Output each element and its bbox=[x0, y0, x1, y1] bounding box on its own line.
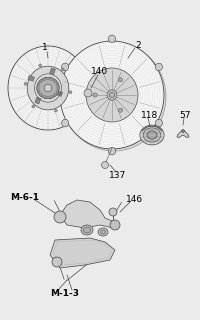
Ellipse shape bbox=[108, 148, 115, 155]
Circle shape bbox=[39, 93, 42, 96]
Circle shape bbox=[37, 90, 40, 93]
Polygon shape bbox=[176, 131, 188, 138]
Ellipse shape bbox=[100, 230, 105, 234]
Text: 140: 140 bbox=[91, 68, 108, 76]
Text: M-6-1: M-6-1 bbox=[10, 194, 39, 203]
Circle shape bbox=[50, 95, 53, 98]
Circle shape bbox=[39, 80, 42, 83]
Bar bbox=[49, 68, 55, 75]
Circle shape bbox=[52, 257, 62, 267]
Circle shape bbox=[54, 211, 66, 223]
Circle shape bbox=[118, 78, 122, 82]
Bar bbox=[56, 91, 62, 96]
Circle shape bbox=[36, 87, 39, 89]
Circle shape bbox=[56, 83, 58, 86]
Circle shape bbox=[108, 208, 116, 216]
Ellipse shape bbox=[44, 84, 52, 92]
Circle shape bbox=[69, 91, 72, 93]
Ellipse shape bbox=[154, 63, 162, 71]
Text: 146: 146 bbox=[126, 196, 143, 204]
Polygon shape bbox=[50, 238, 114, 268]
Circle shape bbox=[54, 80, 56, 83]
Ellipse shape bbox=[109, 92, 114, 98]
Circle shape bbox=[24, 83, 27, 85]
Ellipse shape bbox=[81, 225, 93, 235]
Ellipse shape bbox=[37, 77, 59, 99]
Text: 137: 137 bbox=[109, 171, 126, 180]
Circle shape bbox=[46, 96, 49, 99]
Ellipse shape bbox=[27, 66, 68, 110]
Circle shape bbox=[54, 109, 57, 112]
Circle shape bbox=[43, 78, 45, 81]
Circle shape bbox=[61, 68, 64, 71]
Circle shape bbox=[101, 162, 108, 169]
Circle shape bbox=[39, 64, 41, 67]
Circle shape bbox=[56, 90, 58, 93]
Bar bbox=[28, 76, 34, 81]
Circle shape bbox=[181, 130, 183, 132]
Text: 2: 2 bbox=[135, 41, 140, 50]
Text: M-1-3: M-1-3 bbox=[50, 289, 79, 298]
Ellipse shape bbox=[108, 35, 115, 43]
Ellipse shape bbox=[107, 90, 116, 100]
Ellipse shape bbox=[86, 68, 137, 122]
Polygon shape bbox=[60, 200, 116, 228]
Circle shape bbox=[109, 220, 119, 230]
Circle shape bbox=[118, 108, 122, 112]
Ellipse shape bbox=[146, 131, 156, 139]
Ellipse shape bbox=[61, 119, 68, 127]
Ellipse shape bbox=[142, 128, 160, 142]
Ellipse shape bbox=[98, 228, 107, 236]
Ellipse shape bbox=[62, 43, 165, 151]
Circle shape bbox=[43, 95, 45, 98]
Circle shape bbox=[32, 105, 35, 108]
Ellipse shape bbox=[83, 227, 90, 233]
Text: 1: 1 bbox=[42, 44, 48, 52]
Circle shape bbox=[50, 78, 53, 81]
Ellipse shape bbox=[60, 41, 163, 149]
Circle shape bbox=[37, 83, 40, 86]
Bar bbox=[35, 97, 41, 104]
Ellipse shape bbox=[154, 119, 162, 127]
Ellipse shape bbox=[8, 46, 88, 130]
Circle shape bbox=[84, 89, 92, 97]
Ellipse shape bbox=[61, 63, 68, 71]
Circle shape bbox=[93, 93, 97, 97]
Circle shape bbox=[54, 93, 56, 96]
Text: 118: 118 bbox=[141, 110, 158, 119]
Circle shape bbox=[56, 87, 59, 89]
Circle shape bbox=[46, 77, 49, 80]
Text: 57: 57 bbox=[178, 110, 190, 119]
Ellipse shape bbox=[139, 125, 163, 145]
